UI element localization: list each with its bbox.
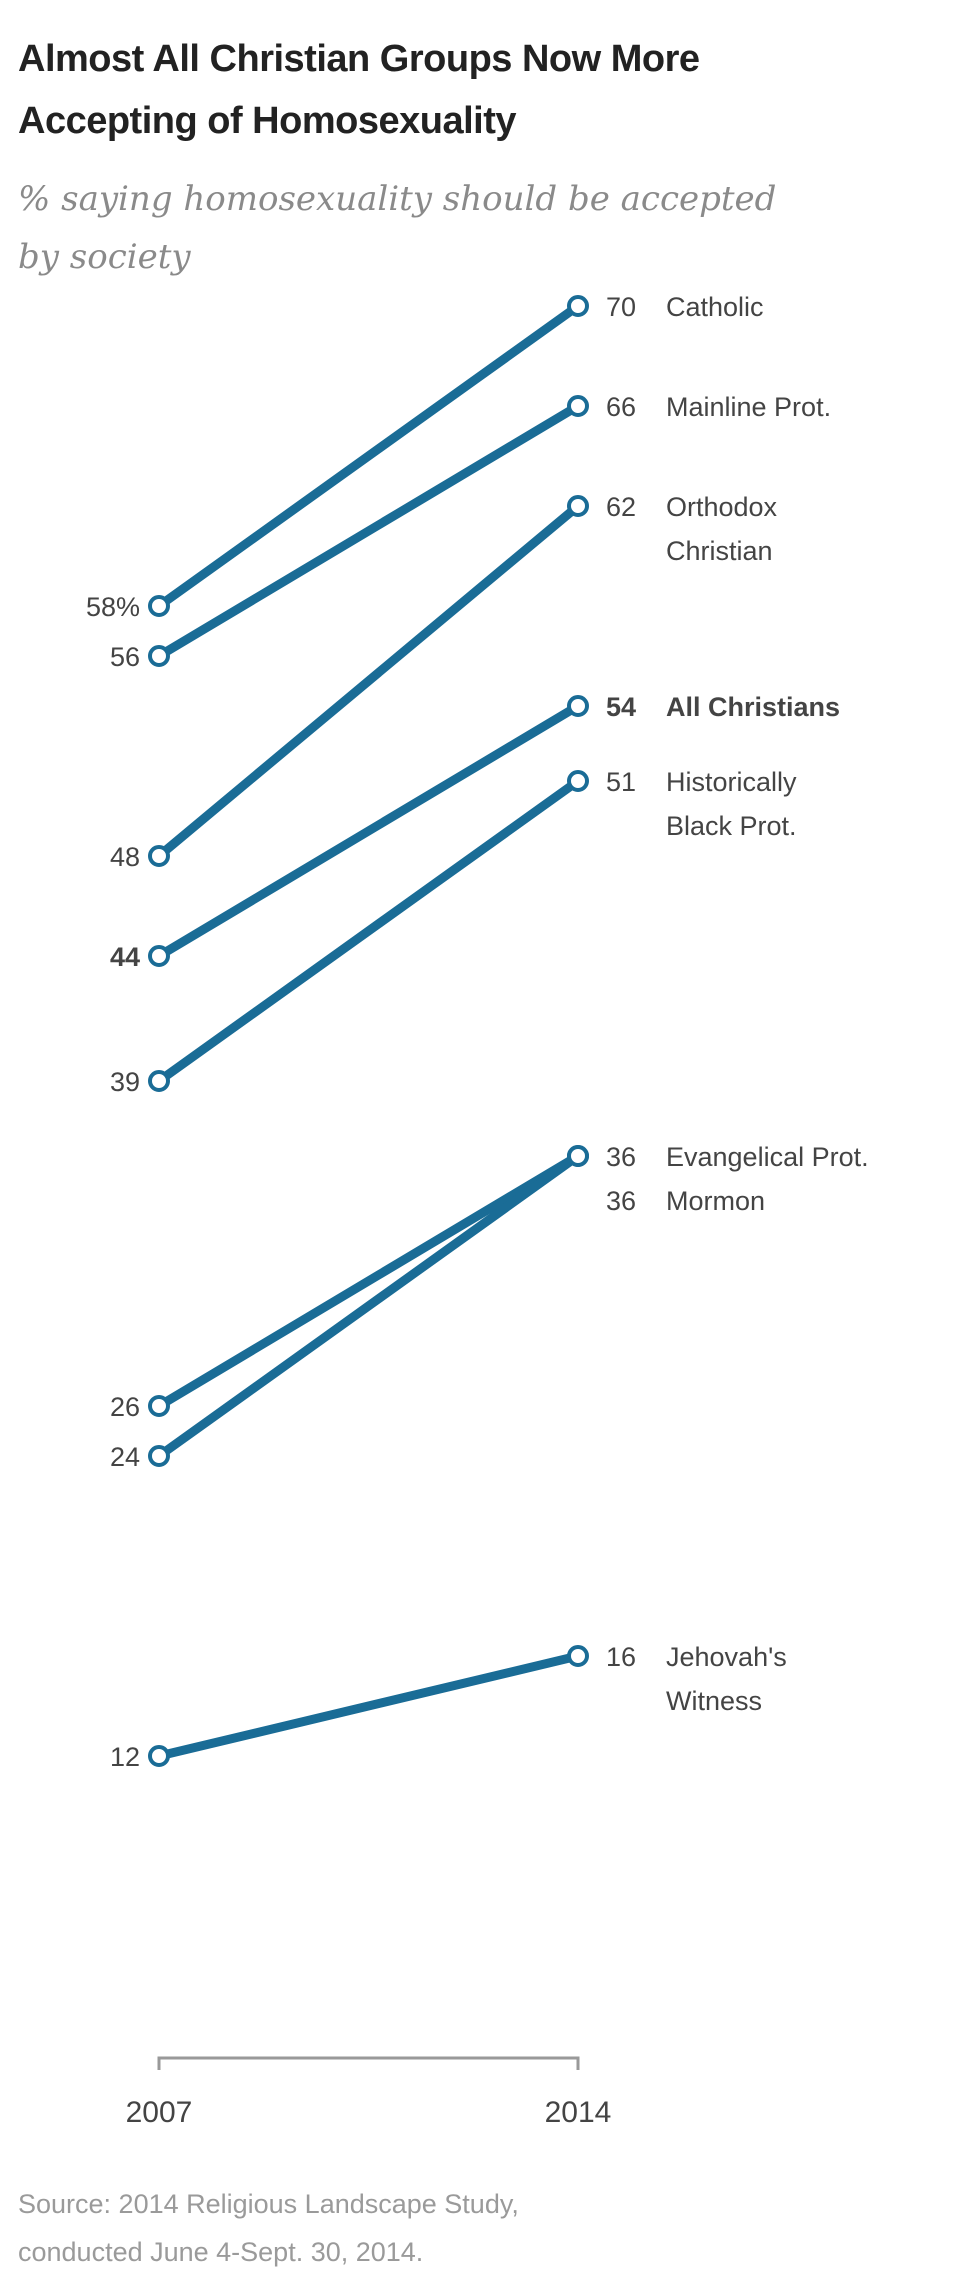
left-value-label: 24	[110, 1442, 140, 1472]
right-value-label: 70	[606, 292, 636, 322]
series-name-label: Christian	[666, 536, 773, 566]
title-line-1: Almost All Christian Groups Now More	[18, 38, 700, 80]
data-point	[148, 1395, 170, 1417]
series-name-label: Historically	[666, 767, 797, 797]
left-value-label: 26	[110, 1392, 140, 1422]
left-value-label: 44	[110, 942, 140, 972]
right-value-label: 66	[606, 392, 636, 422]
right-value-label: 54	[606, 692, 636, 722]
x-axis-bracket	[157, 2056, 580, 2070]
source-line-1: Source: 2014 Religious Landscape Study,	[18, 2189, 519, 2219]
series-name-label: Evangelical Prot.	[666, 1142, 869, 1172]
source-note: Source: 2014 Religious Landscape Study, …	[18, 2180, 519, 2276]
x-tick-label: 2014	[545, 2096, 612, 2129]
series-line	[154, 776, 583, 1086]
left-value-label: 48	[110, 842, 140, 872]
series-name-label: All Christians	[666, 692, 840, 722]
data-point	[567, 395, 589, 417]
left-value-label: 39	[110, 1067, 140, 1097]
series-line	[154, 301, 583, 611]
series-line	[154, 701, 583, 961]
series-line	[154, 1651, 583, 1761]
data-point	[148, 945, 170, 967]
chart-title: Almost All Christian Groups Now More Acc…	[18, 28, 700, 152]
data-point	[567, 770, 589, 792]
series-line	[154, 1151, 583, 1461]
title-line-2: Accepting of Homosexuality	[18, 100, 516, 142]
right-value-label: 36	[606, 1142, 636, 1172]
right-value-label: 16	[606, 1642, 636, 1672]
series-line	[154, 1151, 583, 1411]
data-point	[148, 1070, 170, 1092]
data-point	[567, 1145, 589, 1167]
data-point	[148, 645, 170, 667]
data-point	[148, 1745, 170, 1767]
left-value-label: 56	[110, 642, 140, 672]
series-name-label: Orthodox	[666, 492, 778, 522]
right-value-label: 51	[606, 767, 636, 797]
series-name-label: Mormon	[666, 1186, 765, 1216]
subtitle-line-1: % saying homosexuality should be accepte…	[18, 179, 777, 219]
data-point	[148, 1445, 170, 1467]
subtitle-line-2: by society	[18, 237, 191, 277]
data-point	[567, 695, 589, 717]
series-name-label: Black Prot.	[666, 811, 797, 841]
series-name-label: Witness	[666, 1686, 762, 1716]
data-point	[567, 1645, 589, 1667]
x-tick-label: 2007	[126, 2096, 193, 2129]
series-name-label: Jehovah's	[666, 1642, 787, 1672]
data-point	[148, 845, 170, 867]
data-point	[148, 595, 170, 617]
right-value-label: 36	[606, 1186, 636, 1216]
series-line	[154, 401, 583, 661]
left-value-label: 58%	[86, 592, 140, 622]
chart-subtitle: % saying homosexuality should be accepte…	[18, 170, 776, 286]
right-value-label: 62	[606, 492, 636, 522]
series-name-label: Mainline Prot.	[666, 392, 831, 422]
data-point	[567, 495, 589, 517]
series-line	[154, 501, 583, 861]
source-line-2: conducted June 4-Sept. 30, 2014.	[18, 2237, 424, 2267]
data-point	[567, 295, 589, 317]
series-name-label: Catholic	[666, 292, 764, 322]
left-value-label: 12	[110, 1742, 140, 1772]
